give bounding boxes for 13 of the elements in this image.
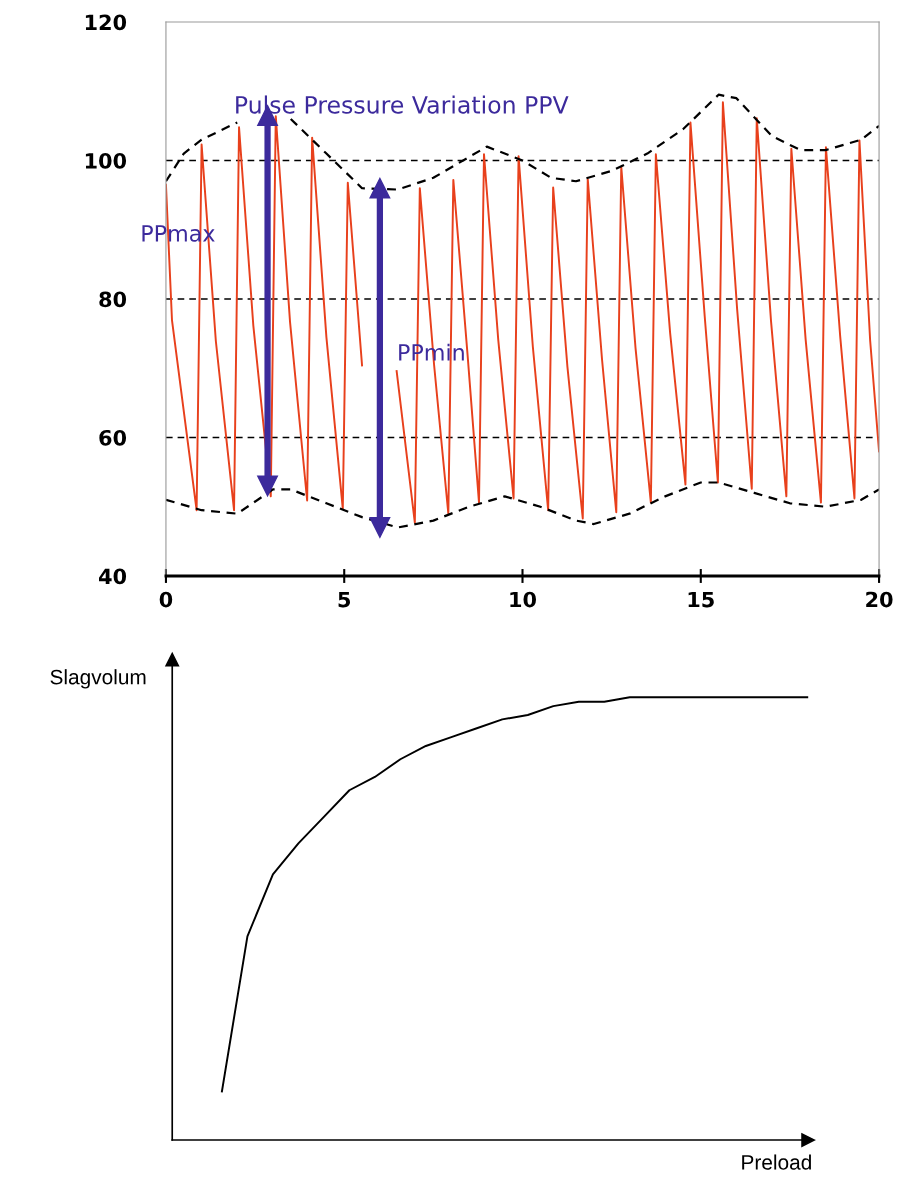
y-tick-label: 60 <box>99 429 127 446</box>
x-axis-title: Preload <box>742 1154 811 1170</box>
x-tick-label: 5 <box>338 591 351 608</box>
y-tick-label: 100 <box>85 152 127 169</box>
y-tick-label: 80 <box>99 291 127 308</box>
x-tick-label: 15 <box>688 591 714 608</box>
y-tick-label: 40 <box>99 568 127 585</box>
y-axis-title: Slagvolum <box>50 669 146 689</box>
text: Pulse Pressure Variation PPV <box>236 95 569 114</box>
x-tick-label: 0 <box>159 591 173 608</box>
x-tick-label: 10 <box>510 591 536 608</box>
y-tick-label: 120 <box>85 14 127 31</box>
x-tick-label: 20 <box>866 591 893 608</box>
